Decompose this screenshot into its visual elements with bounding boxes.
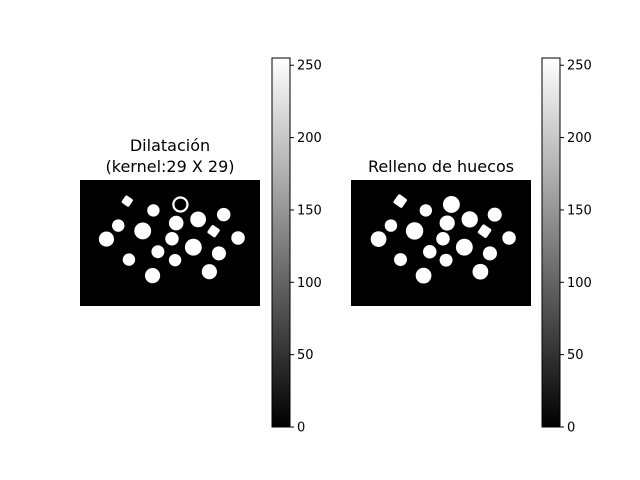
left-colorbar-tick-label: 200 (297, 131, 322, 146)
right-colorbar-tick-label: 100 (567, 276, 592, 291)
right-object-7 (487, 207, 502, 222)
left-colorbar: 0 50 100 150 200 250 (271, 57, 322, 436)
left-object-17 (144, 268, 161, 284)
left-object-15 (168, 253, 182, 267)
left-object-4 (134, 222, 152, 240)
left-object-10 (184, 238, 202, 256)
left-title-line-1: Dilatación (130, 136, 210, 155)
left-object-11 (207, 225, 220, 238)
left-colorbar-gradient (271, 57, 291, 428)
right-object-4 (405, 222, 424, 240)
left-object-16 (211, 246, 226, 261)
right-object-0 (393, 194, 407, 208)
right-colorbar-gradient (541, 57, 561, 428)
right-colorbar-tick-label: 250 (567, 59, 592, 74)
left-object-3 (112, 219, 125, 232)
left-colorbar-tick-label: 50 (297, 348, 314, 363)
right-object-9 (436, 232, 450, 246)
right-object-16 (482, 246, 497, 261)
left-panel: Dilatación (kernel:29 X 29) 0 50 100 150 200… (80, 57, 322, 436)
left-object-14 (151, 245, 165, 259)
right-colorbar-tick-label: 50 (567, 348, 584, 363)
left-colorbar-tick-label: 0 (297, 421, 305, 436)
right-object-14 (423, 244, 437, 259)
left-object-2 (172, 196, 189, 213)
right-colorbar-tick-label: 150 (567, 203, 592, 218)
left-colorbar-tick-label: 250 (297, 59, 322, 74)
right-object-13 (394, 253, 407, 267)
right-object-3 (384, 219, 398, 232)
right-object-18 (472, 263, 489, 280)
left-image (80, 180, 260, 306)
right-colorbar: 0 50 100 150 200 250 (541, 57, 592, 436)
left-object-7 (216, 207, 231, 222)
left-object-1 (147, 204, 160, 217)
left-object-12 (231, 231, 245, 245)
left-object-0 (121, 195, 133, 207)
right-object-17 (415, 267, 432, 284)
right-object-2 (442, 196, 460, 213)
right-object-12 (502, 231, 516, 245)
left-colorbar-tick-label: 100 (297, 276, 322, 291)
left-object-6 (190, 211, 206, 228)
right-object-10 (455, 238, 473, 256)
right-colorbar-tick-label: 200 (567, 131, 592, 146)
left-object-13 (122, 253, 136, 266)
right-image (351, 180, 531, 306)
right-object-8 (370, 231, 387, 247)
left-title-line-2: (kernel:29 X 29) (106, 157, 235, 176)
right-object-1 (419, 204, 432, 217)
left-colorbar-tick-label: 150 (297, 203, 322, 218)
right-object-11 (477, 224, 492, 238)
right-object-6 (461, 211, 478, 228)
right-title: Relleno de huecos (368, 157, 514, 176)
left-object-9 (165, 232, 179, 246)
left-object-5 (168, 215, 184, 231)
left-object-8 (98, 231, 115, 247)
right-colorbar-tick-label: 0 (567, 421, 575, 436)
right-object-15 (439, 253, 453, 267)
right-object-5 (439, 215, 455, 231)
left-object-18 (201, 264, 217, 280)
right-panel: Relleno de huecos 0 50 100 150 200 250 (351, 57, 592, 436)
